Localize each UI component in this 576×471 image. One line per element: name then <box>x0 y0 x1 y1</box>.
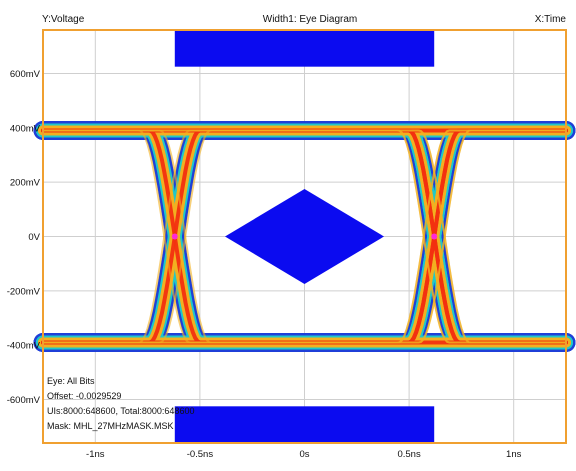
plot-frame <box>42 29 567 444</box>
eye-traces <box>33 121 576 352</box>
compliance-mask <box>174 31 435 442</box>
crossing-point <box>431 233 438 240</box>
x-tick-label: -0.5ns <box>187 449 214 460</box>
mask-center-diamond <box>225 189 384 284</box>
info-mask: Mask: MHL_27MHzMASK.MSK <box>47 421 174 431</box>
y-tick-label: -200mV <box>7 286 41 297</box>
crossing-point <box>171 233 178 240</box>
y-tick-label: 600mV <box>10 69 41 80</box>
mask-bottom-region <box>174 406 435 442</box>
trace-high-high-low-jitter <box>43 129 566 344</box>
axis-ticks: 600mV 400mV 200mV 0V -200mV -400mV -600mV -1ns -… <box>7 69 522 460</box>
mask-top-region <box>174 31 435 67</box>
info-eye: Eye: All Bits <box>47 376 95 386</box>
chart-title: Width1: Eye Diagram <box>263 14 357 25</box>
y-tick-label: -600mV <box>7 395 41 406</box>
y-axis-label: Y:Voltage <box>42 14 85 25</box>
y-tick-label: 400mV <box>10 123 41 134</box>
x-tick-label: 1ns <box>506 449 522 460</box>
x-tick-label: 0.5ns <box>397 449 420 460</box>
y-tick-label: -400mV <box>7 341 41 352</box>
x-tick-label: 0s <box>299 449 309 460</box>
info-uis: UIs:8000:648600, Total:8000:648600 <box>47 406 194 416</box>
y-tick-label: 200mV <box>10 178 41 189</box>
x-axis-label: X:Time <box>535 14 567 25</box>
x-tick-label: -1ns <box>86 449 105 460</box>
info-offset: Offset: -0.0029529 <box>47 391 121 401</box>
y-tick-label: 0V <box>28 232 40 243</box>
trace-low-low-high-jitter <box>43 129 566 344</box>
info-panel: Eye: All Bits Offset: -0.0029529 UIs:800… <box>47 376 194 431</box>
